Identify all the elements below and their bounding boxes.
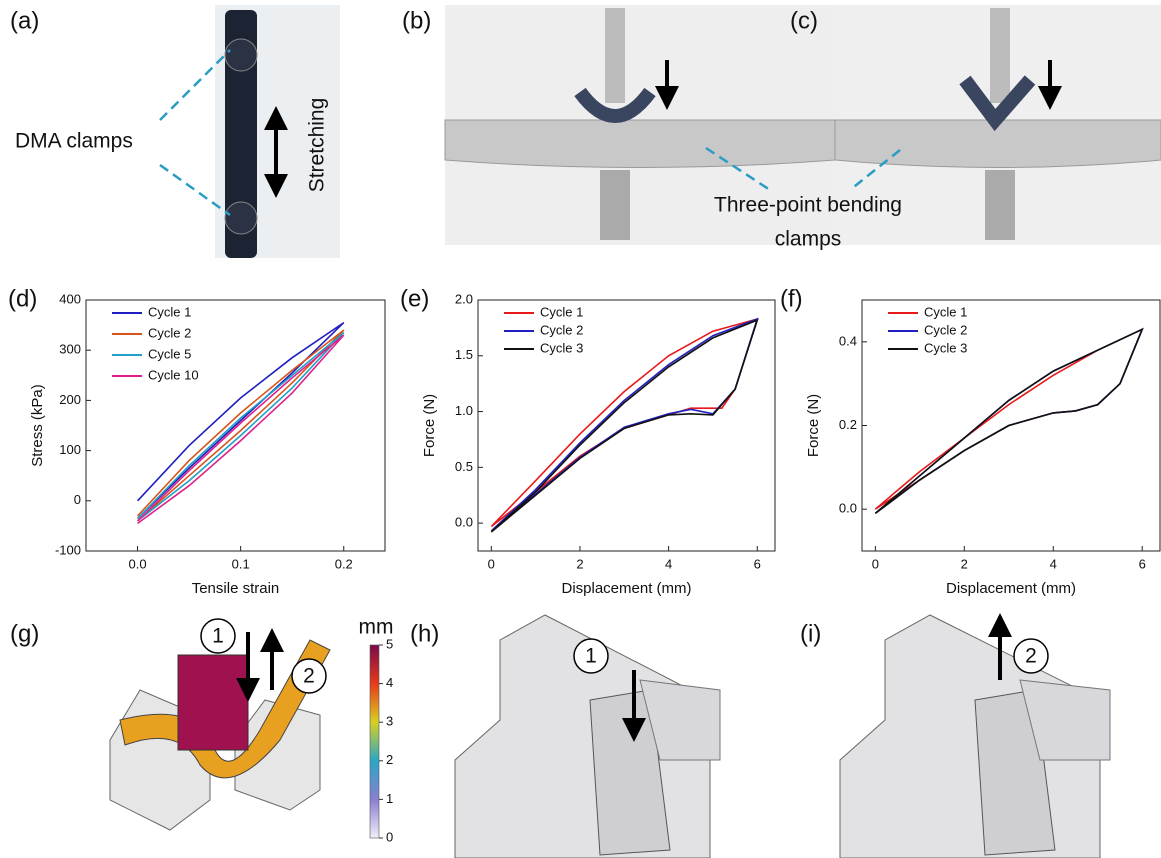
x-tick-label: 0.2 xyxy=(335,556,353,571)
y-axis-title: Force (N) xyxy=(805,394,822,457)
colorbar-tick-label: 5 xyxy=(386,636,393,651)
y-tick-label: 0.4 xyxy=(839,333,857,348)
y-tick-label: 400 xyxy=(59,291,81,306)
data-line xyxy=(875,329,1142,509)
x-tick-label: 0.1 xyxy=(232,556,250,571)
x-tick-label: 0.0 xyxy=(129,556,147,571)
y-axis-title: Stress (kPa) xyxy=(29,384,46,467)
panel-label: (d) xyxy=(8,285,37,312)
legend-label: Cycle 1 xyxy=(148,304,191,319)
y-tick-label: 1.5 xyxy=(455,347,473,362)
x-tick-label: 6 xyxy=(1139,556,1146,571)
y-tick-label: 0.0 xyxy=(455,515,473,530)
annotation: clamps xyxy=(775,228,842,251)
data-line xyxy=(491,320,757,532)
y-tick-label: 2.0 xyxy=(455,291,473,306)
annotation: Three-point bending xyxy=(714,194,902,217)
step-number: 2 xyxy=(303,665,315,688)
y-axis-title: Force (N) xyxy=(421,394,438,457)
colorbar-tick-label: 2 xyxy=(386,752,393,767)
data-line xyxy=(875,329,1142,513)
y-tick-label: 0.5 xyxy=(455,459,473,474)
legend-label: Cycle 3 xyxy=(924,340,967,355)
step-number: 1 xyxy=(585,645,597,668)
panel-label: (g) xyxy=(10,620,39,647)
step-number: 2 xyxy=(1025,645,1037,668)
plot-frame xyxy=(478,300,775,551)
mesh-i xyxy=(840,615,1110,858)
panel-label: (a) xyxy=(10,7,39,34)
legend-label: Cycle 1 xyxy=(540,304,583,319)
y-tick-label: 0 xyxy=(74,492,81,507)
x-tick-label: 2 xyxy=(576,556,583,571)
legend-label: Cycle 2 xyxy=(148,325,191,340)
x-axis-title: Displacement (mm) xyxy=(946,580,1076,597)
panel-label: (i) xyxy=(800,620,821,647)
panel-label: (c) xyxy=(790,7,818,34)
legend-label: Cycle 1 xyxy=(924,304,967,319)
panel-label: (b) xyxy=(402,7,431,34)
x-tick-label: 6 xyxy=(754,556,761,571)
colorbar-tick-label: 3 xyxy=(386,714,393,729)
annotation: Stretching xyxy=(306,98,329,193)
annotation: DMA clamps xyxy=(15,130,133,153)
y-tick-label: 300 xyxy=(59,342,81,357)
legend-label: Cycle 10 xyxy=(148,367,199,382)
colorbar-tick-label: 4 xyxy=(386,675,393,690)
legend-label: Cycle 2 xyxy=(924,322,967,337)
x-tick-label: 0 xyxy=(872,556,879,571)
step-number: 1 xyxy=(212,625,224,648)
panel-label: (f) xyxy=(780,285,803,312)
figure: (a) (b) (c) (d) (e) (f) (g) (h) (i) DMA … xyxy=(0,0,1161,858)
data-line xyxy=(875,329,1142,513)
simulation-g xyxy=(110,619,379,838)
colorbar-tick-label: 0 xyxy=(386,829,393,844)
legend-label: Cycle 5 xyxy=(148,346,191,361)
panel-label: (h) xyxy=(410,620,439,647)
x-tick-label: 4 xyxy=(1050,556,1057,571)
x-axis-title: Displacement (mm) xyxy=(561,580,691,597)
x-tick-label: 4 xyxy=(665,556,672,571)
legend-label: Cycle 3 xyxy=(540,340,583,355)
x-axis-title: Tensile strain xyxy=(192,580,280,597)
x-tick-label: 0 xyxy=(488,556,495,571)
panel-label: (e) xyxy=(400,285,429,312)
y-tick-label: 100 xyxy=(59,442,81,457)
y-tick-label: 0.2 xyxy=(839,417,857,432)
legend-label: Cycle 2 xyxy=(540,322,583,337)
colorbar-tick-label: 1 xyxy=(386,791,393,806)
y-tick-label: 1.0 xyxy=(455,403,473,418)
x-tick-label: 2 xyxy=(961,556,968,571)
colorbar-label: mm xyxy=(359,616,394,639)
data-line xyxy=(138,335,344,523)
y-tick-label: -100 xyxy=(55,542,81,557)
y-tick-label: 200 xyxy=(59,392,81,407)
y-tick-label: 0.0 xyxy=(839,501,857,516)
